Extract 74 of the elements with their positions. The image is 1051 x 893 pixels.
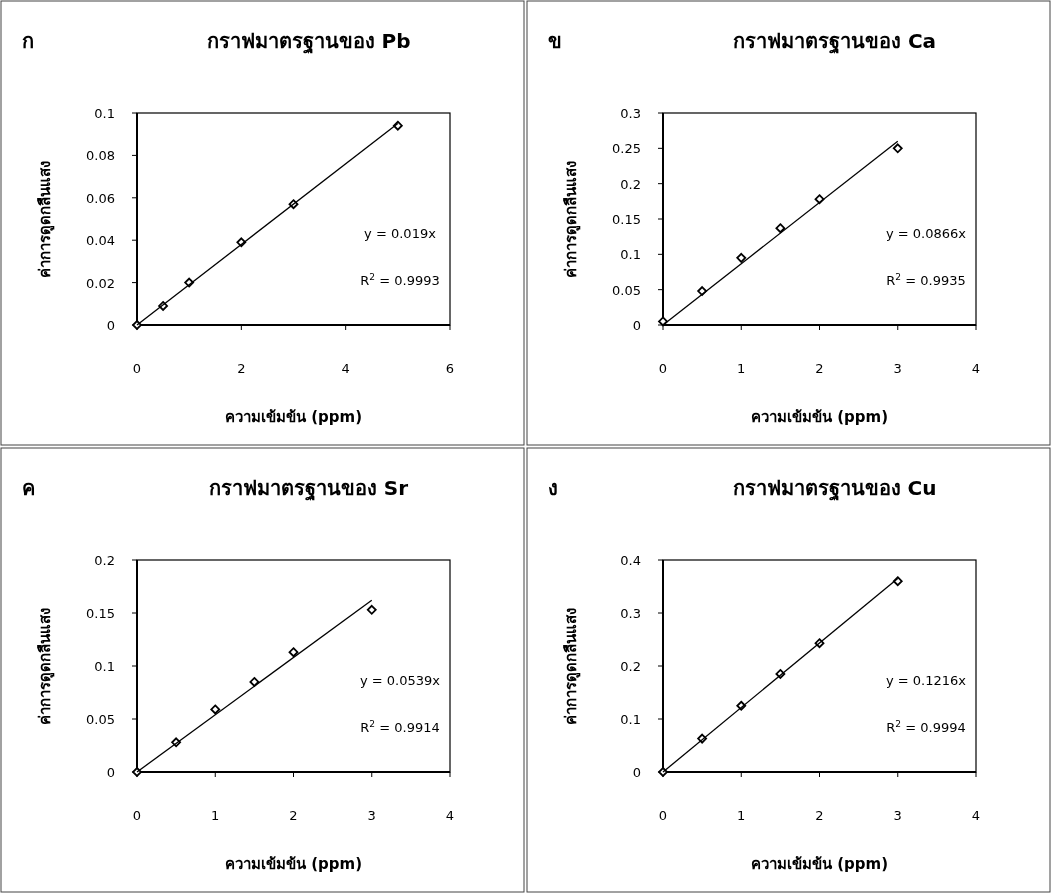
y-tick-label: 0.2 — [94, 553, 115, 568]
y-axis-title: ค่าการดูดกลืนแสง — [562, 160, 581, 278]
y-axis-title: ค่าการดูดกลืนแสง — [36, 607, 55, 725]
x-tick-label: 3 — [893, 361, 902, 376]
y-tick-label: 0.3 — [620, 606, 641, 621]
y-tick-label: 0.1 — [94, 659, 115, 674]
text: ค — [22, 476, 35, 500]
x-tick-label: 4 — [445, 808, 455, 823]
y-tick-label: 0.08 — [86, 148, 115, 164]
x-axis-title: ความเข้มข้น (ppm) — [750, 855, 889, 873]
chart-title: กราฟมาตรฐานของ Cu — [732, 476, 937, 502]
text: ข — [548, 29, 562, 53]
x-tick-label: 4 — [971, 808, 981, 823]
y-tick-label: 0 — [632, 765, 641, 780]
point — [892, 143, 903, 154]
y-axis-title: ค่าการดูดกลืนแสง — [36, 160, 55, 278]
annotation: R$^{2}$ = 0.9935 — [886, 272, 966, 288]
y-axis-title: ค่าการดูดกลืนแสง — [562, 607, 581, 725]
x-tick-label: 1 — [211, 808, 220, 823]
x-axis-title: ความเข้มข้น (ppm) — [750, 408, 889, 426]
x-tick-label: 1 — [737, 808, 746, 823]
x-tick-label: 2 — [289, 808, 298, 823]
y-tick-label: 0.2 — [620, 659, 641, 674]
y-tick-label: 0.15 — [86, 606, 115, 621]
x-tick-label: 0 — [132, 361, 142, 376]
y-tick-label: 0.3 — [620, 106, 641, 121]
x-axis-title: ความเข้มข้น (ppm) — [224, 408, 363, 426]
x-tick-label: 6 — [445, 361, 455, 376]
text: ง — [548, 476, 558, 500]
text: ก — [22, 29, 34, 53]
y-tick-label: 0.02 — [86, 275, 115, 291]
y-tick-label: 0.04 — [86, 233, 115, 249]
y-tick-label: 0 — [106, 765, 115, 780]
y-tick-label: 0.1 — [620, 247, 641, 263]
annotation: y = 0.0866x — [885, 226, 967, 241]
x-tick-label: 3 — [367, 808, 376, 823]
chart-title: กราฟมาตรฐานของ Pb — [206, 29, 411, 55]
x-tick-label: 2 — [815, 361, 824, 376]
x-tick-label: 0 — [658, 808, 668, 823]
y-tick-label: 0.05 — [612, 282, 641, 298]
x-tick-label: 1 — [737, 361, 746, 376]
y-tick-label: 0 — [106, 318, 115, 333]
point — [288, 647, 299, 658]
point — [210, 704, 221, 715]
y-tick-label: 0.06 — [86, 190, 115, 206]
x-tick-label: 3 — [893, 808, 902, 823]
annotation: R$^{2}$ = 0.9993 — [360, 272, 440, 288]
point — [249, 677, 260, 687]
point — [736, 252, 747, 263]
point — [697, 286, 708, 296]
y-tick-label: 0.1 — [94, 106, 115, 121]
x-tick-label: 4 — [971, 361, 981, 376]
x-tick-label: 0 — [132, 808, 142, 823]
point — [775, 223, 786, 234]
x-tick-label: 2 — [815, 808, 824, 823]
y-tick-label: 0.2 — [620, 176, 641, 192]
chart-title: กราฟมาตรฐานของ Sr — [208, 476, 409, 502]
annotation: y = 0.019x — [364, 226, 437, 241]
y-tick-label: 0.05 — [86, 712, 115, 727]
annotation: R$^{2}$ = 0.9994 — [886, 719, 966, 735]
chart-title: กราฟมาตรฐานของ Ca — [732, 29, 937, 55]
annotation: y = 0.0539x — [359, 673, 441, 688]
x-tick-label: 4 — [341, 361, 350, 376]
y-tick-label: 0.4 — [620, 553, 641, 568]
y-tick-label: 0.25 — [612, 141, 641, 157]
x-axis-title: ความเข้มข้น (ppm) — [224, 855, 363, 873]
y-tick-label: 0.1 — [620, 712, 641, 727]
x-tick-label: 0 — [658, 361, 668, 376]
point — [366, 604, 377, 615]
annotation: y = 0.1216x — [885, 673, 967, 688]
annotation: R$^{2}$ = 0.9914 — [360, 719, 440, 735]
y-tick-label: 0.15 — [612, 212, 641, 227]
x-tick-label: 2 — [237, 361, 246, 376]
y-tick-label: 0 — [632, 318, 641, 333]
